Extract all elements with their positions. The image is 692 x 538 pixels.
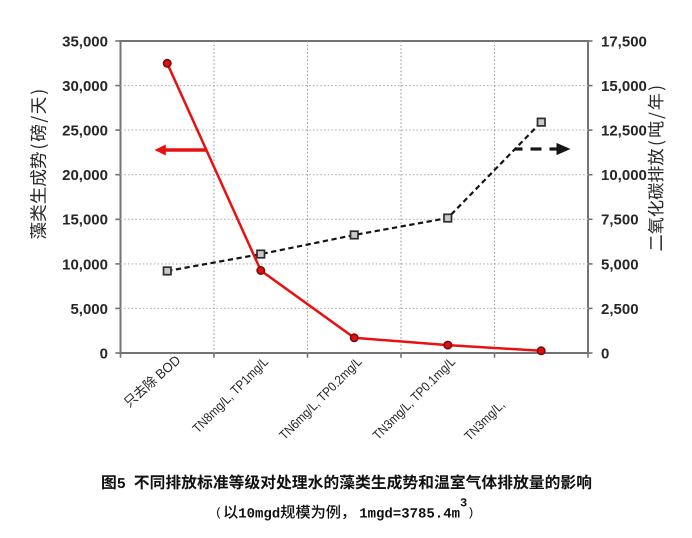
svg-text:20,000: 20,000 <box>62 167 108 184</box>
svg-text:5,000: 5,000 <box>70 301 108 318</box>
svg-text:25,000: 25,000 <box>62 123 108 140</box>
svg-text:15,000: 15,000 <box>62 212 108 229</box>
svg-text:35,000: 35,000 <box>62 33 108 50</box>
svg-text:12,500: 12,500 <box>601 123 647 140</box>
svg-text:10,000: 10,000 <box>601 167 647 184</box>
svg-text:5,000: 5,000 <box>601 256 639 273</box>
svg-text:0: 0 <box>100 345 108 362</box>
svg-text:10,000: 10,000 <box>62 256 108 273</box>
svg-text:2,500: 2,500 <box>601 301 639 318</box>
svg-text:17,500: 17,500 <box>601 33 647 50</box>
svg-text:0: 0 <box>601 345 609 362</box>
svg-text:15,000: 15,000 <box>601 78 647 95</box>
svg-text:30,000: 30,000 <box>62 78 108 95</box>
svg-text:7,500: 7,500 <box>601 212 639 229</box>
